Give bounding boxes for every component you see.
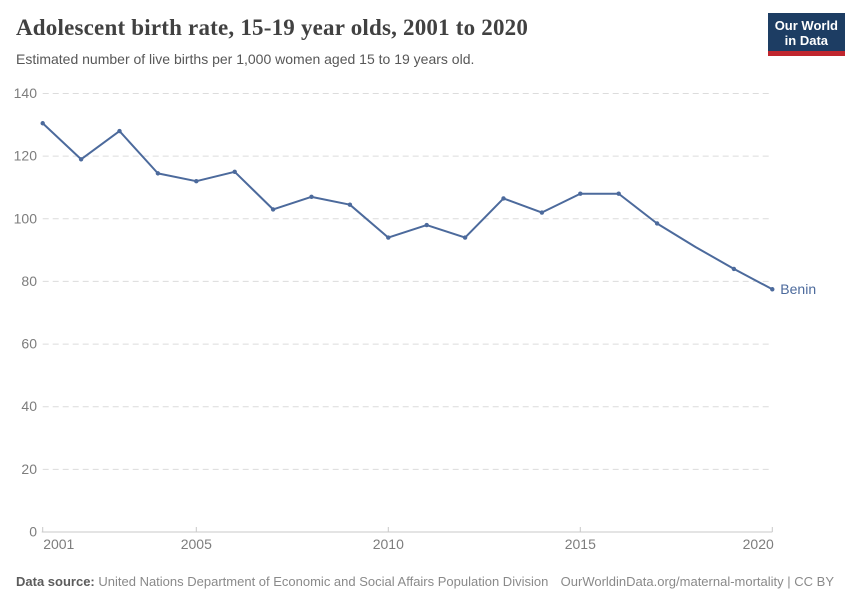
- series-end-label[interactable]: Benin: [780, 281, 816, 297]
- y-tick-label: 0: [29, 524, 37, 540]
- data-source-text: United Nations Department of Economic an…: [98, 574, 549, 589]
- y-tick-label: 80: [21, 273, 37, 289]
- chart-header: Adolescent birth rate, 15-19 year olds, …: [16, 14, 740, 67]
- owid-logo-line1: Our World: [774, 18, 838, 33]
- data-point-marker[interactable]: [654, 221, 660, 226]
- x-tick-label: 2010: [373, 536, 404, 552]
- data-source-note: Data source: United Nations Department o…: [16, 574, 548, 589]
- y-tick-label: 100: [14, 210, 38, 226]
- data-source-label: Data source:: [16, 574, 95, 589]
- y-tick-label: 20: [21, 461, 37, 477]
- data-point-marker[interactable]: [539, 210, 545, 215]
- data-point-marker[interactable]: [232, 169, 237, 175]
- license-link[interactable]: OurWorldinData.org/maternal-mortality | …: [560, 574, 834, 589]
- chart-subtitle: Estimated number of live births per 1,00…: [16, 50, 475, 67]
- data-point-marker[interactable]: [309, 194, 314, 200]
- data-point-marker[interactable]: [78, 157, 84, 162]
- x-tick-label: 2015: [565, 536, 596, 552]
- data-point-marker[interactable]: [40, 121, 45, 126]
- data-point-marker[interactable]: [462, 235, 468, 240]
- x-tick-label: 2020: [743, 536, 774, 552]
- data-point-marker[interactable]: [194, 179, 199, 184]
- data-point-marker[interactable]: [731, 266, 737, 272]
- owid-logo-red-bar: [767, 51, 845, 56]
- owid-logo-line2: in Data: [784, 33, 829, 48]
- chart-footer: Data source: United Nations Department o…: [16, 574, 834, 589]
- owid-logo[interactable]: Our World in Data: [767, 13, 845, 56]
- data-point-marker[interactable]: [578, 191, 583, 196]
- x-tick-label: 2001: [43, 536, 74, 552]
- y-tick-label: 40: [21, 398, 37, 414]
- data-point-marker[interactable]: [424, 222, 429, 228]
- chart-title: Adolescent birth rate, 15-19 year olds, …: [16, 15, 529, 40]
- data-point-marker[interactable]: [270, 207, 276, 212]
- data-point-marker[interactable]: [155, 171, 161, 176]
- data-point-marker[interactable]: [347, 202, 353, 207]
- data-point-marker[interactable]: [117, 128, 122, 134]
- y-tick-label: 60: [21, 336, 37, 352]
- data-point-marker[interactable]: [501, 196, 506, 201]
- data-point-marker[interactable]: [616, 191, 621, 196]
- y-tick-label: 120: [14, 148, 38, 164]
- y-tick-label: 140: [14, 85, 38, 101]
- data-point-marker[interactable]: [386, 235, 391, 240]
- data-series-line[interactable]: [41, 122, 774, 291]
- data-point-marker[interactable]: [770, 287, 775, 292]
- x-tick-label: 2005: [181, 536, 212, 552]
